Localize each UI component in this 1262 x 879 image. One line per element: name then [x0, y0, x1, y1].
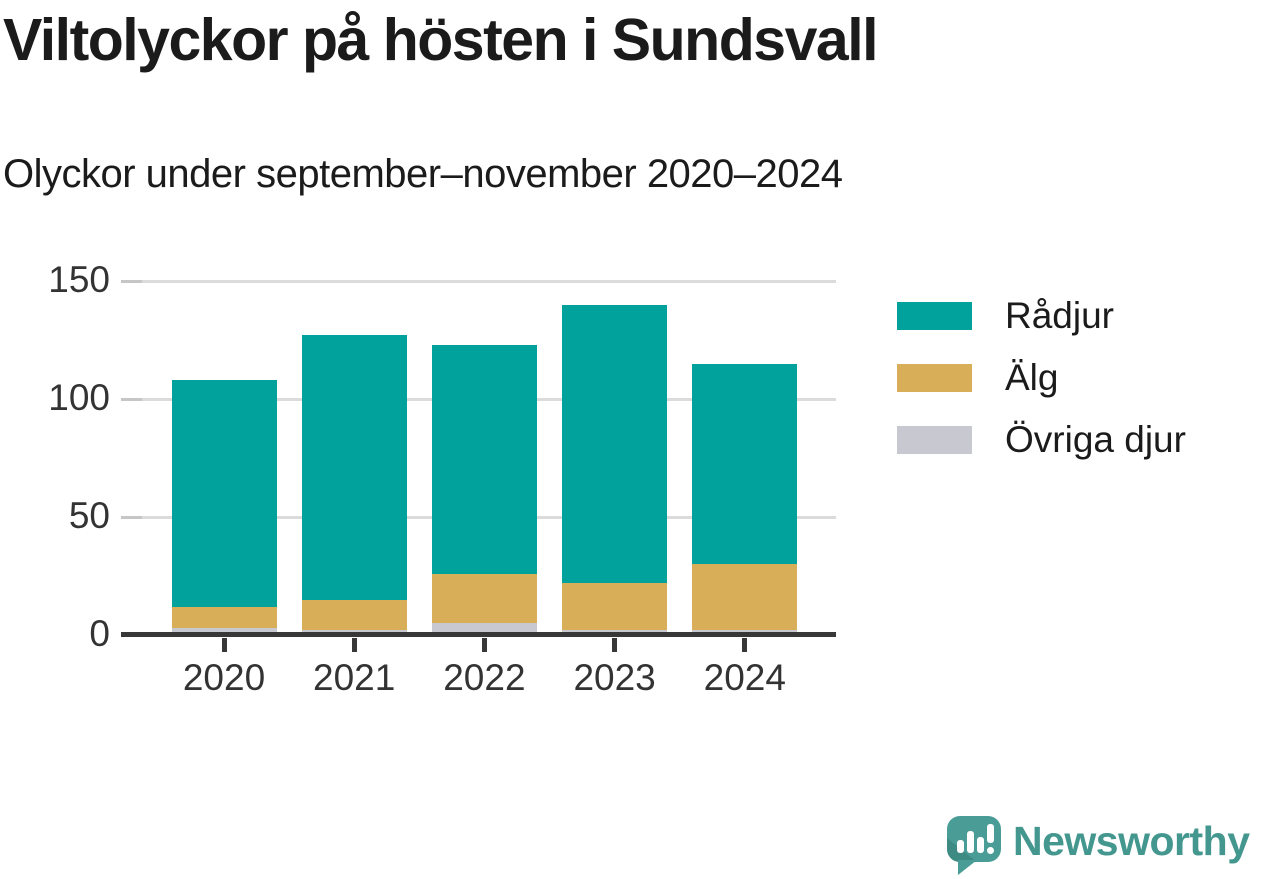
chart-title: Viltolyckor på hösten i Sundsvall — [3, 7, 879, 73]
bar-segment — [301, 335, 407, 600]
y-tick-label: 150 — [48, 259, 110, 301]
bar-stack-2020 — [171, 281, 277, 635]
bar-stack-2021 — [301, 281, 407, 635]
legend-item: Övriga djur — [897, 419, 1186, 460]
bar-stack-2024 — [692, 281, 798, 635]
y-tick-label: 50 — [68, 495, 110, 537]
legend-swatch — [897, 426, 972, 454]
plot-area — [121, 279, 836, 652]
x-tick-2021 — [351, 638, 357, 652]
bubble-tail — [958, 860, 977, 875]
legend-item: Älg — [897, 357, 1186, 398]
legend-label: Övriga djur — [1005, 419, 1186, 460]
bar-stack-2023 — [562, 281, 668, 635]
bar-segment — [431, 573, 537, 624]
bar-segment — [562, 583, 668, 631]
x-tick-label: 2020 — [182, 657, 266, 698]
speech-bubble-shape — [947, 816, 1001, 862]
gridline-150 — [121, 279, 836, 283]
bar-segment — [562, 304, 668, 584]
legend-label: Älg — [1005, 357, 1059, 398]
x-tick-label: 2023 — [573, 657, 656, 698]
bar-segment — [692, 363, 798, 565]
x-tick-2024 — [742, 638, 748, 652]
y-tick-50 — [121, 515, 142, 519]
newsworthy-bubble-chart-icon — [947, 816, 1001, 876]
bar-segment — [431, 344, 537, 574]
x-tick-label: 2022 — [443, 657, 526, 698]
bar-segment — [171, 606, 277, 628]
y-tick-100 — [121, 397, 142, 401]
x-tick-label: 2024 — [703, 657, 786, 698]
bar-segment — [301, 599, 407, 631]
legend-swatch — [897, 302, 972, 330]
y-axis-labels: 0 50 100 150 — [0, 259, 110, 654]
x-axis-labels: 2020 2021 2022 2023 2024 — [121, 281, 836, 698]
bar-segment — [171, 380, 277, 607]
logo-wordmark: Newsworthy — [1013, 818, 1250, 864]
y-tick-label: 0 — [89, 613, 110, 655]
bar-segment — [692, 564, 798, 631]
legend-swatch — [897, 364, 972, 392]
bar-segment — [431, 623, 537, 635]
x-axis-line — [121, 632, 836, 637]
y-tick-label: 100 — [48, 377, 110, 419]
bar-stack-2022 — [431, 281, 537, 635]
bar-glyph — [967, 831, 974, 853]
x-tick-2023 — [612, 638, 618, 652]
exclamation-dot — [987, 847, 994, 854]
bar-glyph — [957, 840, 964, 853]
x-tick-label: 2021 — [313, 657, 396, 698]
bar-glyph — [977, 837, 984, 853]
legend-item: Rådjur — [897, 295, 1186, 336]
newsworthy-logo: Newsworthy — [947, 816, 1250, 876]
legend: Rådjur Älg Övriga djur — [897, 295, 1186, 488]
x-tick-2020 — [221, 638, 227, 652]
y-tick-150 — [121, 279, 142, 283]
legend-label: Rådjur — [1005, 295, 1114, 336]
chart-subtitle: Olyckor under september–november 2020–20… — [3, 152, 843, 196]
exclamation-glyph — [987, 824, 994, 843]
x-tick-2022 — [481, 638, 487, 652]
bar-segment — [171, 627, 277, 635]
